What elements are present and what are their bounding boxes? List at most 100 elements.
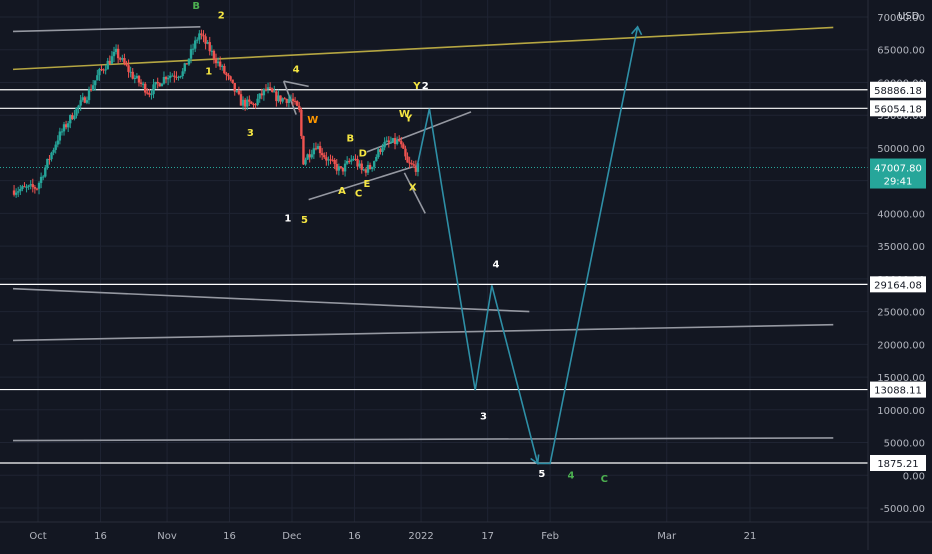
candle-body	[179, 76, 182, 78]
candle-body	[173, 75, 176, 77]
candle-body	[285, 99, 288, 104]
wave-label: 2	[218, 10, 225, 21]
candle-body	[243, 99, 247, 107]
candle-body	[229, 76, 232, 80]
candle-body	[350, 159, 353, 162]
wave-label: 1	[284, 213, 291, 224]
candle-body	[112, 51, 116, 57]
candle-body	[364, 169, 368, 173]
candle-body	[87, 89, 91, 101]
y-tick-label: 25000.00	[877, 308, 925, 319]
candle-body	[98, 68, 101, 76]
candle-body	[214, 58, 218, 64]
wave-label: W	[307, 115, 318, 126]
candle-body	[17, 191, 20, 193]
wave-label: 4	[293, 65, 300, 76]
candle-body	[152, 84, 155, 95]
candle-body	[323, 155, 326, 158]
wave-label: 3	[480, 412, 487, 423]
y-tick-label: 0.00	[903, 471, 925, 482]
candle-body	[127, 65, 130, 72]
trendline	[403, 172, 426, 214]
candle-body	[119, 58, 122, 60]
candle-body	[289, 98, 293, 100]
candle-body	[108, 60, 112, 64]
candle-body	[227, 75, 230, 77]
candle-body	[106, 60, 109, 70]
candle-body	[404, 148, 407, 157]
trendline	[13, 323, 834, 342]
candle-body	[225, 73, 228, 76]
candle-body	[223, 65, 226, 74]
candle-body	[37, 182, 41, 189]
candle-body	[35, 188, 39, 190]
candle-body	[121, 58, 124, 60]
candle-body	[304, 159, 307, 165]
candle-body	[310, 154, 313, 158]
candle-body	[156, 81, 159, 84]
candle-body	[250, 101, 253, 104]
y-tick-label: 65000.00	[877, 46, 925, 57]
candle-body	[137, 75, 141, 83]
candle-body	[31, 184, 34, 188]
candle-body	[373, 161, 376, 167]
candle-body	[320, 153, 324, 156]
candle-body	[189, 49, 193, 59]
trendline	[283, 80, 309, 88]
y-tick-label: 15000.00	[877, 373, 925, 384]
candle-body	[135, 75, 139, 78]
candle-body	[283, 98, 286, 100]
candle-body	[64, 124, 68, 128]
candle-body	[79, 100, 82, 106]
candle-body	[362, 169, 366, 171]
y-tick-label: 20000.00	[877, 340, 925, 351]
candle-body	[196, 39, 199, 41]
candle-body	[398, 139, 401, 142]
y-tick-label: 35000.00	[877, 242, 925, 253]
candle-body	[277, 95, 280, 102]
candle-body	[83, 97, 87, 103]
candle-body	[254, 104, 257, 106]
trendline	[282, 80, 297, 115]
candle-body	[248, 99, 251, 102]
candle-body	[210, 50, 214, 52]
x-tick-label: 16	[94, 531, 107, 542]
candle-body	[341, 167, 345, 172]
candle-body	[358, 163, 361, 167]
candle-body	[308, 154, 311, 158]
candle-body	[125, 63, 128, 66]
candle-body	[141, 83, 145, 85]
y-tick-label: 50000.00	[877, 144, 925, 155]
candle-body	[375, 157, 378, 162]
x-tick-label: Mar	[657, 531, 677, 542]
candle-body	[204, 36, 207, 44]
candle-body	[81, 97, 84, 101]
candle-body	[293, 101, 297, 103]
candle-body	[175, 76, 178, 78]
candle-body	[146, 92, 149, 94]
candle-body	[335, 163, 338, 171]
candle-body	[266, 87, 270, 90]
candle-body	[391, 138, 395, 143]
level-price-label: 56054.18	[874, 104, 922, 115]
candle-body	[89, 89, 93, 91]
candle-body	[295, 101, 299, 106]
level-price-tag	[870, 381, 926, 398]
candle-body	[114, 48, 118, 52]
level-price-tag	[870, 100, 926, 117]
candle-body	[264, 88, 268, 90]
candle-body	[300, 109, 303, 137]
trendline	[12, 26, 201, 33]
x-tick-label: Feb	[541, 531, 559, 542]
candle-body	[395, 139, 399, 144]
candle-body	[25, 186, 28, 188]
candle-body	[389, 142, 393, 144]
candle-body	[352, 158, 355, 160]
wave-label: C	[355, 188, 362, 199]
candle-body	[360, 163, 363, 170]
candle-body	[144, 83, 147, 93]
candle-body	[181, 71, 184, 77]
candle-body	[166, 77, 170, 80]
